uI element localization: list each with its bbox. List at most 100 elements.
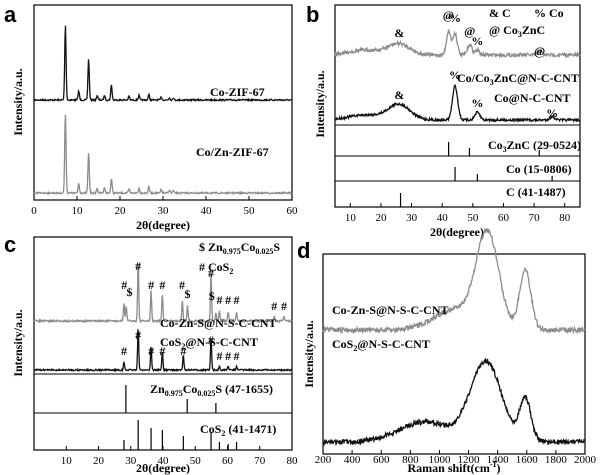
panel-d-ylabel: Intensity/a.u. bbox=[302, 320, 316, 387]
panel-b-tick-label: 30 bbox=[406, 212, 418, 224]
ref-label-zncos: Zn0.975Co0.025S (47-1655) bbox=[150, 382, 273, 398]
peak-marker: % bbox=[471, 96, 483, 110]
panel-b-ticks: 10 20 30 40 50 60 70 80 bbox=[345, 203, 571, 224]
peak-marker: # bbox=[225, 293, 231, 307]
panel-c: c 10 20 30 40 50 60 70 80 # $## # #$#$ # # # # #### # ###… bbox=[4, 232, 298, 475]
panel-d-tick-label: 200 bbox=[315, 454, 332, 466]
panel-b-tick-label: 70 bbox=[529, 212, 541, 224]
panel-c-tick-label: 60 bbox=[222, 455, 234, 467]
panel-d-xlabel: Raman shift(cm-1) bbox=[408, 460, 501, 475]
peak-marker: # bbox=[216, 293, 222, 307]
peak-marker: # bbox=[180, 344, 186, 358]
peak-marker: # bbox=[234, 349, 240, 363]
panel-b: b 10 20 30 40 50 60 70 80 &@%@%@&%%% & C % Co @… bbox=[306, 2, 581, 239]
panel-b-tick-label: 80 bbox=[559, 212, 571, 224]
series-d-cos2 bbox=[322, 358, 586, 446]
peak-marker: @ bbox=[534, 44, 545, 58]
peak-marker: # bbox=[179, 278, 185, 292]
panel-d-tick-label: 800 bbox=[402, 454, 419, 466]
series-label-co-co3znc: Co/Co3ZnC@N-C-CNT bbox=[457, 71, 579, 87]
panel-c-tick-label: 70 bbox=[254, 455, 266, 467]
legend-cos2: # CoS2 bbox=[199, 260, 233, 276]
series-co-zif-67 bbox=[33, 25, 293, 103]
panel-a-tick-label: 0 bbox=[31, 205, 37, 217]
series-co-nc bbox=[334, 83, 581, 124]
panel-a-frame bbox=[33, 4, 293, 201]
series-label-d-cos2: CoS2@N-S-C-CNT bbox=[332, 337, 430, 353]
panel-d-tick-label: 2000 bbox=[574, 454, 597, 466]
panel-b-markers: &@%@%@&%%% bbox=[394, 8, 558, 120]
panel-c-ylabel: Intensity/a.u. bbox=[11, 309, 25, 376]
series-label-co-zif-67: Co-ZIF-67 bbox=[210, 85, 265, 99]
panel-a-tick-label: 30 bbox=[158, 205, 170, 217]
panel-c-tick-label: 30 bbox=[125, 455, 137, 467]
panel-d-tick-label: 1600 bbox=[516, 454, 539, 466]
panel-b-tick-label: 10 bbox=[345, 212, 357, 224]
panel-d-series bbox=[322, 228, 586, 446]
panel-d-tick-label: 600 bbox=[373, 454, 390, 466]
panel-a-tick-label: 50 bbox=[244, 205, 256, 217]
series-label-co-zn-s: Co-Zn-S@N-S-C-CNT bbox=[160, 316, 277, 330]
panel-d-ticks: 200 400 600 800 1000 1200 1400 1600 1800 2000 bbox=[315, 450, 597, 466]
peak-marker: # bbox=[121, 278, 127, 292]
panel-c-references bbox=[34, 373, 292, 450]
peak-marker: # bbox=[234, 293, 240, 307]
panel-d-frame bbox=[322, 253, 586, 455]
panel-c-tick-label: 40 bbox=[158, 455, 170, 467]
peak-marker: # bbox=[148, 344, 154, 358]
panel-b-tick-label: 50 bbox=[467, 212, 479, 224]
peak-marker: @ bbox=[443, 8, 454, 22]
panel-b-frame bbox=[334, 4, 581, 208]
panel-a-ylabel: Intensity/a.u. bbox=[11, 68, 25, 135]
series-label-d-co-zn-s: Co-Zn-S@N-S-C-CNT bbox=[332, 303, 449, 317]
panel-b-series bbox=[334, 29, 581, 124]
series-label-co-nc: Co@N-C-CNT bbox=[494, 91, 571, 105]
legend-co: % Co bbox=[534, 6, 564, 20]
legend-co3znc: @ Co3ZnC bbox=[489, 23, 545, 39]
panel-a-tick-label: 20 bbox=[115, 205, 127, 217]
ref-label-cos2: CoS2 (41-1471) bbox=[200, 422, 276, 438]
panel-c-tick-label: 50 bbox=[190, 455, 202, 467]
panel-b-references bbox=[335, 124, 580, 207]
panel-c-ticks: 10 20 30 40 50 60 70 80 bbox=[61, 446, 298, 467]
series-co-co3znc bbox=[334, 29, 581, 59]
panel-c-series bbox=[33, 263, 293, 373]
peak-marker: # bbox=[121, 344, 127, 358]
panel-b-tick-label: 60 bbox=[498, 212, 510, 224]
panel-c-tick-label: 20 bbox=[93, 455, 105, 467]
peak-marker: # bbox=[281, 299, 287, 313]
panel-a-series bbox=[33, 25, 293, 196]
panel-d-label: d bbox=[297, 238, 310, 263]
panel-b-xlabel: 2θ(degree) bbox=[430, 225, 484, 239]
peak-marker: % bbox=[471, 34, 483, 48]
peak-marker: $ bbox=[209, 289, 215, 303]
panel-b-tick-label: 40 bbox=[437, 212, 449, 224]
peak-marker: # bbox=[159, 278, 165, 292]
panel-d-tick-label: 1000 bbox=[428, 454, 451, 466]
legend-zncos: $ Zn0.975Co0.025S bbox=[199, 240, 280, 256]
series-d-co-zn-s bbox=[322, 228, 586, 335]
panel-a-tick-label: 60 bbox=[287, 205, 299, 217]
peak-marker: # bbox=[225, 349, 231, 363]
peak-marker: % bbox=[449, 68, 461, 82]
panel-c-markers: # $## # #$#$ # # # # #### # ### # # bbox=[121, 259, 287, 363]
peak-marker: # bbox=[271, 299, 277, 313]
panel-d-tick-label: 1800 bbox=[545, 454, 568, 466]
peak-marker: & bbox=[394, 26, 404, 40]
panel-c-xlabel: 2θ(degree) bbox=[136, 461, 190, 475]
peak-marker: # bbox=[159, 344, 165, 358]
panel-c-tick-label: 80 bbox=[287, 455, 299, 467]
panel-d: d 200 400 600 800 1000 1200 1400 1600 1800 2000 C… bbox=[297, 228, 597, 475]
peak-marker: $ bbox=[126, 285, 132, 299]
peak-marker: @ bbox=[464, 24, 475, 38]
panel-d-tick-label: 1200 bbox=[458, 454, 481, 466]
panel-a: a 0 10 20 30 40 50 60 Co-ZIF-67 Co/Zn-ZIF-67 2… bbox=[4, 2, 298, 232]
peak-marker: # bbox=[208, 266, 214, 280]
series-co-zn-s bbox=[33, 263, 293, 325]
ref-label-co3znc: Co3ZnC (29-0524) bbox=[488, 138, 581, 154]
legend-c: & C bbox=[489, 6, 511, 20]
series-cos2 bbox=[33, 329, 293, 373]
peak-marker: # bbox=[135, 259, 141, 273]
panel-a-tick-label: 40 bbox=[201, 205, 213, 217]
